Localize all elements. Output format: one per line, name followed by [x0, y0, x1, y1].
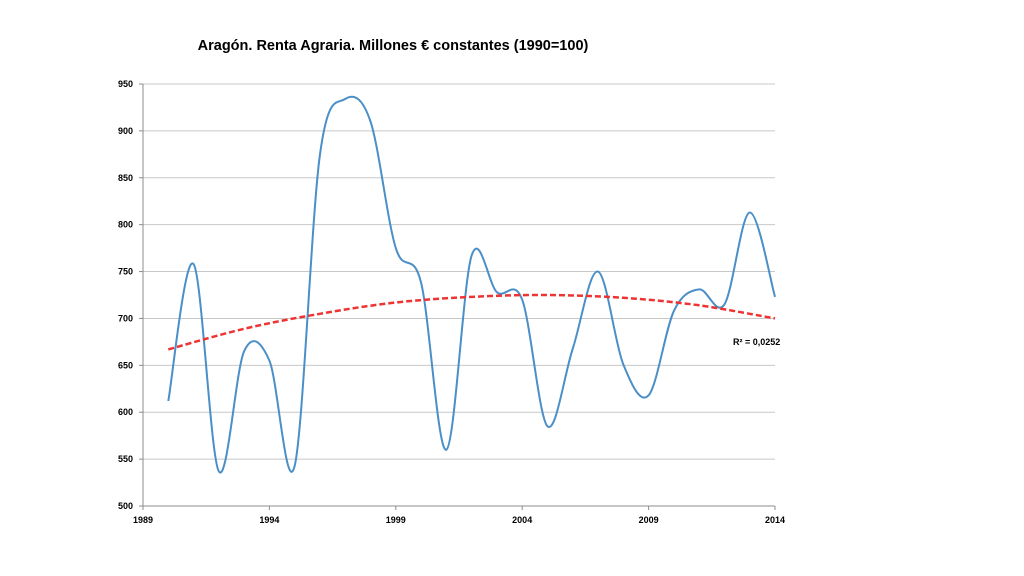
trendline-layer	[167, 293, 776, 351]
y-tick-label: 550	[118, 454, 133, 464]
y-tick-label: 500	[118, 501, 133, 511]
r-squared-annotation: R² = 0,0252	[733, 337, 780, 347]
gridlines	[143, 83, 775, 460]
y-tick-label: 650	[118, 360, 133, 370]
series-layer	[167, 95, 776, 474]
y-tick-label: 600	[118, 407, 133, 417]
x-tick-label: 2004	[512, 515, 532, 525]
y-tick-label: 950	[118, 79, 133, 89]
chart-title: Aragón. Renta Agraria. Millones € consta…	[197, 38, 589, 54]
tick-labels: 500 550 600 650 700 750 800 850 900 950 1989 1994 19…	[118, 79, 785, 525]
y-tick-label: 900	[118, 126, 133, 136]
y-tick-label: 850	[118, 173, 133, 183]
y-tick-label: 750	[118, 267, 133, 277]
x-tick-label: 1994	[259, 515, 279, 525]
axes	[139, 83, 776, 510]
x-tick-label: 2014	[765, 515, 785, 525]
y-tick-label: 800	[118, 220, 133, 230]
x-tick-label: 1999	[386, 515, 406, 525]
x-tick-label: 1989	[133, 515, 153, 525]
x-tick-label: 2009	[639, 515, 659, 525]
y-tick-label: 700	[118, 313, 133, 323]
series-line	[167, 95, 776, 474]
trendline	[167, 293, 776, 351]
